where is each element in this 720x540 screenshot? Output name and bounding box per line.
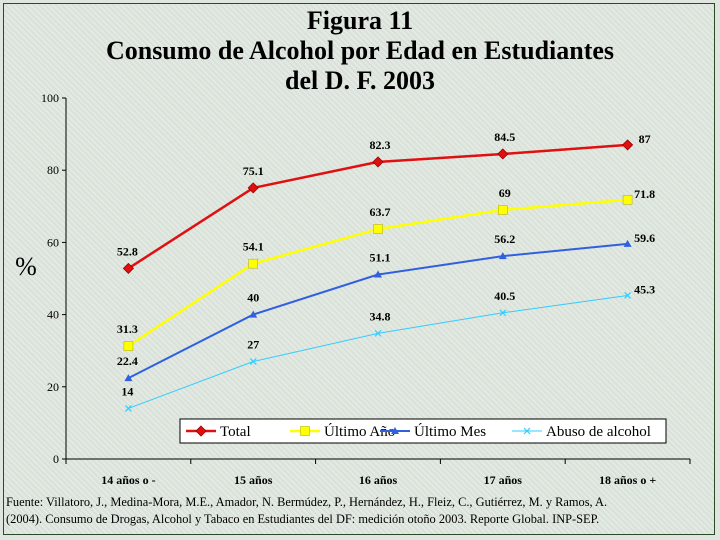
data-label: 51.1	[370, 251, 391, 265]
data-point	[124, 374, 133, 382]
legend-marker	[391, 427, 399, 434]
data-label: 52.8	[117, 244, 138, 258]
data-point	[374, 329, 382, 337]
legend-label: Abuso de alcohol	[546, 424, 651, 440]
y-tick-label: 80	[47, 163, 59, 177]
legend: Total Último Año Último Mes Abuso de alcoho…	[179, 418, 667, 444]
data-point	[123, 341, 134, 351]
data-label: 56.2	[494, 232, 515, 246]
title-line-2: Consumo de Alcohol por Edad en Estudiant…	[105, 36, 615, 65]
source-note: Fuente: Villatoro, J., Medina-Mora, M.E.…	[6, 494, 714, 528]
chart-title: Figura 11 Consumo de Alcohol por Edad en…	[0, 6, 720, 96]
x-tick-label: 15 años	[234, 473, 273, 487]
legend-marker	[300, 426, 310, 436]
data-label: 31.3	[117, 322, 138, 336]
data-point	[247, 182, 259, 194]
y-tick-label: 60	[47, 235, 59, 249]
source-line-1: Fuente: Villatoro, J., Medina-Mora, M.E.…	[6, 495, 608, 509]
data-label: 71.8	[634, 187, 655, 201]
data-label: 40.5	[494, 289, 515, 303]
data-point	[624, 292, 632, 299]
y-tick-label: 20	[47, 380, 59, 394]
data-label: 84.5	[494, 130, 515, 144]
y-tick-label: 100	[41, 91, 59, 105]
legend-marker	[523, 427, 531, 435]
data-labels: 52.8 75.1 82.3 84.5 87 31.3 54.1 63.7 69 71.8 22.4…	[117, 130, 655, 399]
y-axis-label: %	[15, 252, 37, 281]
data-label: 27	[247, 338, 259, 352]
chart-lines	[122, 139, 634, 412]
data-point	[372, 156, 384, 168]
data-label: 87	[639, 132, 651, 146]
data-label: 40	[247, 291, 259, 305]
data-point	[497, 148, 509, 160]
legend-label: Último Año	[324, 423, 395, 440]
data-point	[249, 358, 257, 365]
data-point	[249, 310, 258, 318]
data-label: 59.6	[634, 231, 655, 245]
y-tick-label: 0	[53, 452, 59, 466]
data-label: 75.1	[243, 164, 264, 178]
data-point	[498, 252, 507, 260]
data-point	[499, 309, 507, 317]
legend-label: Último Mes	[414, 423, 486, 440]
data-label: 45.3	[634, 282, 655, 296]
source-line-2: (2004). Consumo de Drogas, Alcohol y Tab…	[6, 512, 600, 526]
legend-label: Total	[220, 424, 251, 440]
data-point	[374, 270, 382, 278]
data-label: 34.8	[370, 309, 391, 323]
data-label: 69	[499, 186, 511, 200]
title-line-3: del D. F. 2003	[285, 66, 435, 95]
data-point	[373, 224, 383, 234]
title-line-1: Figura 11	[306, 6, 414, 35]
data-point	[248, 258, 258, 269]
legend-box	[179, 418, 667, 444]
y-tick-label: 40	[47, 308, 59, 322]
data-label: 14	[121, 384, 133, 398]
data-point	[497, 205, 508, 215]
legend-marker	[195, 425, 207, 437]
data-point	[623, 239, 632, 247]
x-tick-label: 16 años	[359, 473, 398, 487]
data-label: 22.4	[117, 354, 138, 368]
x-tick-label: 17 años	[484, 473, 523, 487]
x-tick-label: 14 años o -	[101, 473, 155, 487]
data-point	[124, 405, 132, 412]
data-point	[622, 195, 633, 205]
data-point	[622, 139, 634, 151]
slide-frame	[3, 3, 715, 535]
data-label: 82.3	[370, 138, 391, 152]
x-tick-label: 18 años o +	[599, 473, 656, 487]
data-label: 54.1	[243, 240, 264, 254]
data-label: 63.7	[370, 205, 391, 219]
data-point	[122, 262, 134, 274]
chart-axes: 0 20 40 60 80 100 14 años o - 15 años 16 años 17 …	[15, 91, 691, 487]
